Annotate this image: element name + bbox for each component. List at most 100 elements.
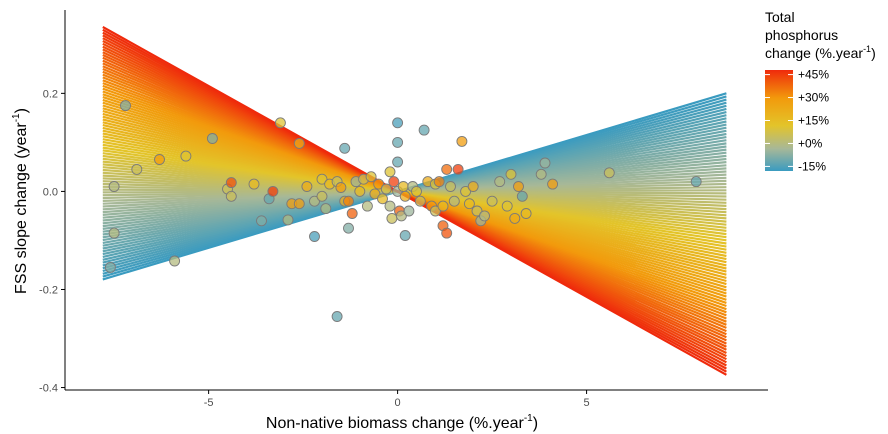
- y-tick-label: -0.4: [39, 383, 58, 395]
- data-point: [377, 193, 388, 205]
- data-point: [309, 195, 320, 207]
- data-point: [445, 181, 456, 192]
- data-point: [603, 167, 615, 179]
- data-point: [414, 195, 426, 207]
- data-point: [395, 210, 407, 222]
- data-point: [441, 227, 453, 239]
- x-tick-label: 0: [395, 397, 401, 409]
- data-point: [248, 178, 260, 190]
- data-point: [467, 181, 479, 192]
- data-point: [388, 176, 400, 188]
- legend-tick-label: +15%: [798, 114, 829, 128]
- legend: Total phosphorus change (%.year-1) +45% +…: [765, 9, 876, 173]
- x-axis-title: Non-native biomass change (%.year-1): [266, 413, 538, 432]
- data-point: [516, 190, 528, 202]
- data-point: [437, 200, 449, 212]
- data-point: [225, 190, 237, 202]
- data-point: [403, 205, 415, 217]
- data-point: [380, 183, 392, 195]
- legend-title-line3-main: change (%.year: [765, 45, 863, 61]
- data-point: [520, 208, 532, 219]
- data-point: [397, 181, 409, 192]
- legend-title-line2: phosphorus: [765, 27, 838, 43]
- data-point: [392, 136, 404, 148]
- scatter-points: [104, 100, 702, 322]
- data-point: [104, 261, 116, 273]
- x-axis-title-sup: -1: [524, 413, 533, 424]
- y-tick-label: 0.0: [43, 186, 58, 198]
- legend-tick-label: +30%: [798, 91, 829, 105]
- data-point: [418, 124, 430, 136]
- data-point: [120, 100, 131, 112]
- data-point: [335, 182, 347, 193]
- data-point: [547, 178, 559, 190]
- data-point: [180, 150, 192, 162]
- data-point: [339, 142, 351, 154]
- data-point: [392, 117, 404, 129]
- fitted-line: [102, 26, 727, 376]
- data-point: [384, 166, 396, 178]
- data-point: [154, 154, 165, 165]
- data-point: [316, 173, 328, 185]
- x-axis-title-main: Non-native biomass change (%.year: [266, 415, 525, 432]
- data-point: [256, 215, 267, 227]
- data-point: [169, 255, 181, 267]
- data-point: [282, 214, 294, 226]
- data-point: [369, 188, 381, 200]
- y-axis-title-end: ): [13, 108, 30, 113]
- data-point: [509, 212, 521, 224]
- fitted-line-fan: [102, 26, 727, 376]
- data-point: [399, 190, 411, 202]
- data-point: [206, 133, 218, 144]
- x-axis-ticks: -5 0 5: [204, 390, 590, 409]
- data-point: [354, 185, 366, 197]
- y-axis-title-main: FSS slope change (year: [13, 122, 30, 294]
- data-point: [433, 176, 445, 188]
- data-point: [309, 231, 320, 242]
- data-point: [108, 181, 120, 192]
- data-point: [331, 311, 343, 322]
- legend-ticks: +45% +30% +15% +0% -15%: [765, 68, 829, 173]
- data-point: [392, 156, 404, 168]
- data-point: [386, 212, 398, 224]
- data-point: [456, 135, 468, 147]
- data-point: [448, 195, 460, 207]
- data-point: [384, 200, 396, 212]
- data-point: [108, 227, 120, 239]
- data-point: [225, 177, 237, 189]
- data-point: [361, 200, 373, 212]
- data-point: [293, 198, 305, 210]
- x-axis-title-end: ): [533, 415, 538, 432]
- data-point: [399, 230, 411, 241]
- data-point: [460, 185, 472, 197]
- legend-tick-label: -15%: [798, 159, 826, 173]
- y-tick-label: 0.2: [43, 88, 58, 100]
- data-point: [479, 210, 490, 222]
- data-point: [301, 181, 313, 192]
- data-point: [365, 171, 377, 183]
- data-point: [131, 163, 143, 175]
- legend-tick-label: +45%: [798, 68, 829, 82]
- data-point: [343, 222, 354, 234]
- data-point: [373, 178, 385, 190]
- data-point: [505, 168, 517, 180]
- data-point: [535, 168, 547, 180]
- data-point: [463, 198, 475, 210]
- data-point: [274, 117, 286, 129]
- data-point: [343, 195, 354, 207]
- y-tick-label: -0.2: [39, 284, 58, 296]
- x-tick-label: -5: [204, 397, 214, 409]
- data-point: [690, 176, 702, 188]
- data-point: [346, 208, 358, 219]
- data-point: [411, 185, 422, 197]
- data-point: [293, 137, 305, 149]
- data-point: [486, 195, 498, 207]
- y-axis-title-sup: -1: [11, 113, 22, 122]
- y-axis-title: FSS slope change (year-1): [11, 108, 30, 294]
- legend-title-line3: change (%.year-1): [765, 44, 876, 61]
- data-point: [471, 205, 483, 217]
- legend-title-line1: Total: [765, 9, 795, 25]
- data-point: [267, 185, 279, 197]
- data-point: [539, 157, 551, 169]
